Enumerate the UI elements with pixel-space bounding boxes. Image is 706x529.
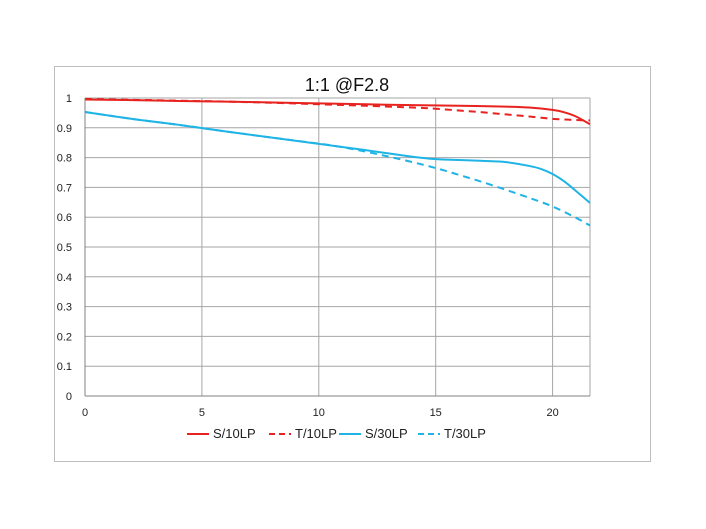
y-tick-label: 0.2: [57, 331, 72, 343]
x-tick-label: 15: [430, 407, 442, 419]
y-tick-label: 1: [66, 93, 72, 105]
series-layer: [84, 97, 591, 227]
chart-svg: 1:1 @F2.8 00.10.20.30.40.50.60.70.80.910…: [57, 75, 591, 441]
x-tick-label: 10: [313, 407, 325, 419]
chart-frame: 1:1 @F2.8 0 0.1 0.2 0.3 0.4 0.5 0.6 0.7 0.8 0.9 1 0…: [54, 66, 651, 462]
grid-layer: [84, 97, 591, 397]
y-tick-label: 0.5: [57, 242, 72, 254]
legend: S/10LP T/10LP S/30LP T/30LP: [187, 426, 486, 441]
y-tick-label: 0: [66, 391, 72, 403]
series-line-s-10lp: [84, 98, 591, 126]
y-tick-label: 0.1: [57, 361, 72, 373]
legend-label: T/10LP: [295, 426, 337, 441]
x-tick-label: 0: [82, 407, 88, 419]
y-tick-label: 0.8: [57, 153, 72, 165]
y-tick-label: 0.3: [57, 302, 72, 314]
legend-label: S/10LP: [213, 426, 256, 441]
x-tick-label: 20: [546, 407, 558, 419]
y-tick-label: 0.4: [57, 272, 72, 284]
axis-layer: 00.10.20.30.40.50.60.70.80.910 5 10 15 20: [57, 93, 590, 419]
y-tick-label: 0.6: [57, 212, 72, 224]
chart-title: 1:1 @F2.8: [305, 75, 389, 95]
y-tick-label: 0.9: [57, 123, 72, 135]
y-tick-label: 0.7: [57, 182, 72, 194]
legend-label: S/30LP: [365, 426, 408, 441]
legend-label: T/30LP: [444, 426, 486, 441]
x-tick-label: 5: [199, 407, 205, 419]
series-line-t-10lp: [84, 97, 591, 122]
series-line-t-30lp: [84, 111, 591, 227]
